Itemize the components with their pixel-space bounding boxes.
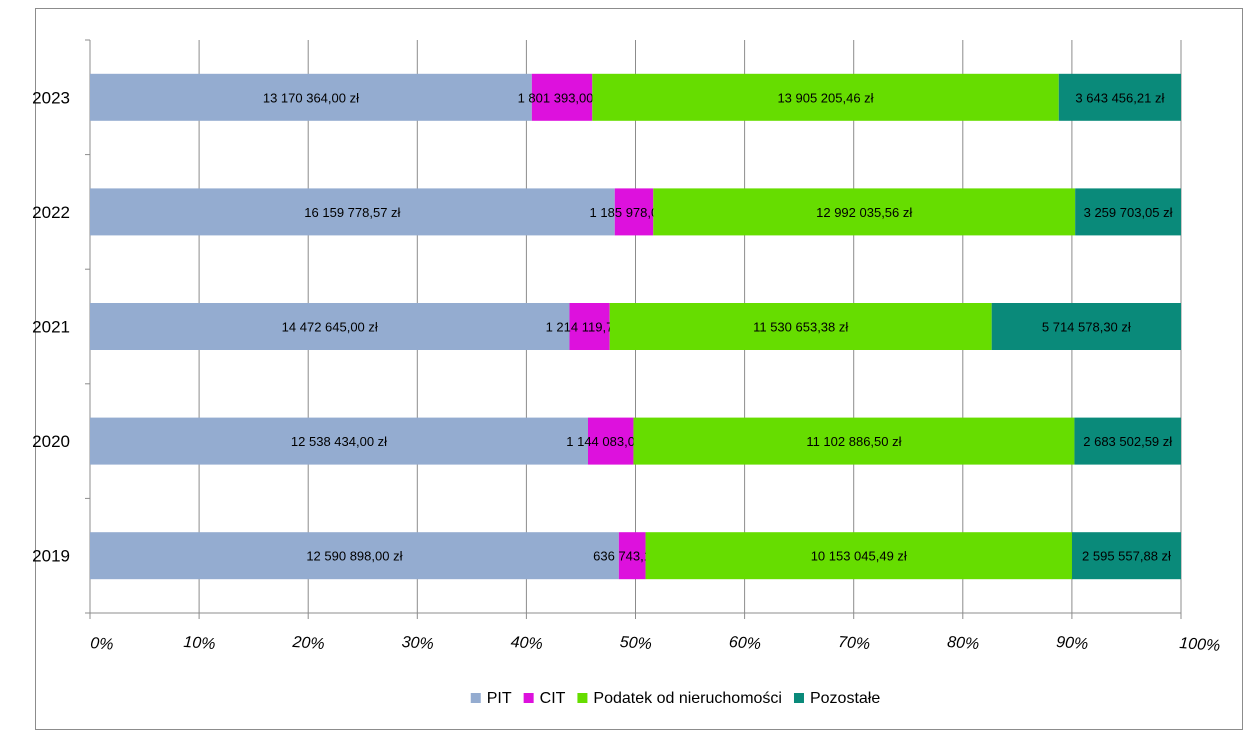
category-label: 2022 <box>32 203 70 222</box>
bar-segment-pozosta-e <box>1074 417 1181 465</box>
data-label: 1 801 393,00 zł <box>518 90 607 105</box>
bar-segment-cit <box>569 303 610 350</box>
category-label: 2021 <box>32 318 70 337</box>
data-label: 16 159 778,57 zł <box>304 205 400 220</box>
data-label: 5 714 578,30 zł <box>1042 320 1131 335</box>
data-label: 3 643 456,21 zł <box>1075 90 1164 105</box>
category-label: 2020 <box>32 432 70 451</box>
bar-segment-podatek-od-nieruchomo-ci <box>633 417 1075 465</box>
bar-segment-pozosta-e <box>1075 188 1181 236</box>
legend-label: Podatek od nieruchomości <box>593 690 782 707</box>
x-tick-label: 100% <box>1179 635 1221 655</box>
data-label: 11 102 886,50 zł <box>806 434 901 449</box>
chart-frame <box>35 8 1243 730</box>
x-tick-label: 10% <box>183 634 216 653</box>
data-label: 14 472 645,00 zł <box>282 320 378 335</box>
data-label: 2 683 502,59 zł <box>1083 434 1172 449</box>
legend-label: CIT <box>540 690 566 707</box>
bar-segment-cit <box>531 73 593 121</box>
bar-segment-podatek-od-nieruchomo-ci <box>653 188 1076 236</box>
legend-swatch <box>470 693 481 703</box>
data-label: 10 153 045,49 zł <box>811 549 907 564</box>
data-label: 12 992 035,56 zł <box>816 205 912 220</box>
data-label: 12 538 434,00 zł <box>291 434 387 449</box>
bar-segment-pit <box>90 532 619 580</box>
x-tick-label: 70% <box>837 634 870 653</box>
data-label: 2 595 557,88 zł <box>1082 549 1171 564</box>
x-tick-label: 40% <box>510 634 543 653</box>
legend-swatch <box>793 693 804 703</box>
bar-segment-pit <box>90 303 570 350</box>
bar-segment-cit <box>587 417 634 465</box>
bar-segment-pit <box>90 188 615 236</box>
data-label: 13 905 205,46 zł <box>777 90 873 105</box>
legend-swatch <box>523 693 534 703</box>
bar-segment-pozosta-e <box>1058 73 1181 121</box>
x-tick-label: 90% <box>1056 634 1089 653</box>
x-tick-label: 30% <box>401 634 434 653</box>
category-label: 2019 <box>32 547 70 566</box>
x-tick-label: 80% <box>947 634 980 653</box>
legend-swatch <box>577 693 588 703</box>
data-label: 13 170 364,00 zł <box>263 90 359 105</box>
data-label: 3 259 703,05 zł <box>1084 205 1173 220</box>
data-label: 1 144 083,01 zł <box>566 434 655 449</box>
legend-label: PIT <box>487 690 512 707</box>
x-tick-label: 20% <box>291 634 325 653</box>
category-label: 2023 <box>32 88 70 107</box>
x-tick-label: 60% <box>728 634 761 653</box>
bar-segment-cit <box>618 532 646 580</box>
bar-segment-pit <box>90 417 588 465</box>
bar-segment-pit <box>90 73 532 121</box>
bar-segment-podatek-od-nieruchomo-ci <box>609 303 992 350</box>
bar-segment-podatek-od-nieruchomo-ci <box>645 532 1072 580</box>
legend-label: Pozostałe <box>810 690 880 707</box>
bar-segment-cit <box>614 188 654 236</box>
x-tick-label: 0% <box>90 635 114 654</box>
data-label: 11 530 653,38 zł <box>753 320 848 335</box>
bar-segment-pozosta-e <box>1071 532 1181 580</box>
bar-segment-pozosta-e <box>991 303 1181 350</box>
bar-segment-podatek-od-nieruchomo-ci <box>592 73 1059 121</box>
data-label: 12 590 898,00 zł <box>306 549 402 564</box>
x-tick-label: 50% <box>619 634 652 653</box>
